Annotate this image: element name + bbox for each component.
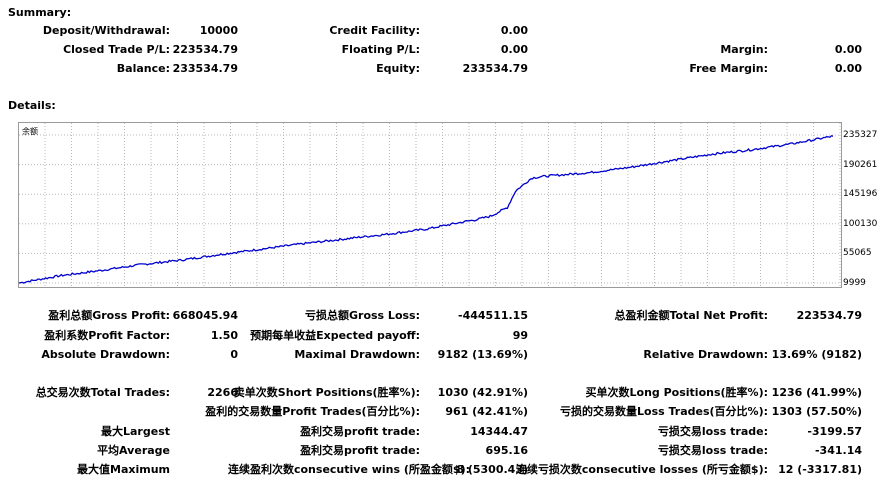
relative-drawdown-label: Relative Drawdown:: [643, 348, 768, 361]
average-label: 平均Average: [97, 444, 170, 457]
profit-factor-label: 盈利系数Profit Factor:: [44, 329, 170, 342]
credit-value: 0.00: [500, 24, 528, 37]
closed-pl-label: Closed Trade P/L:: [63, 43, 170, 56]
loss-trades-label: 亏损的交易数量Loss Trades(百分比%):: [560, 405, 768, 418]
maximal-drawdown-label: Maximal Drawdown:: [294, 348, 420, 361]
expected-payoff-label: 预期每单收益Expected payoff:: [250, 329, 420, 342]
largest-label: 最大Largest: [101, 425, 170, 438]
gross-profit-label: 盈利总额Gross Profit:: [48, 309, 170, 322]
balance-series-line: [18, 135, 834, 284]
balance-value: 233534.79: [172, 62, 238, 75]
gross-loss-label: 亏损总额Gross Loss:: [305, 309, 420, 322]
y-tick-label: 100130: [843, 218, 878, 229]
closed-pl-value: 223534.79: [172, 43, 238, 56]
maximal-drawdown-value: 9182 (13.69%): [437, 348, 528, 361]
balance-label: Balance:: [116, 62, 170, 75]
total-trades-label: 总交易次数Total Trades:: [35, 386, 170, 399]
consecutive-wins-value: 8 (5300.43): [456, 463, 528, 476]
consecutive-losses-value: 12 (-3317.81): [778, 463, 862, 476]
margin-value: 0.00: [834, 43, 862, 56]
y-tick-label: 190261: [843, 159, 878, 170]
balance-chart-svg: [18, 123, 841, 287]
average-loss-label: 亏损交易loss trade:: [657, 444, 768, 457]
margin-label: Margin:: [720, 43, 768, 56]
y-tick-label: 235327: [843, 130, 878, 140]
relative-drawdown-value: 13.69% (9182): [771, 348, 862, 361]
net-profit-value: 223534.79: [796, 309, 862, 322]
gross-loss-value: -444511.15: [458, 309, 528, 322]
y-tick-label: 145196: [843, 189, 878, 200]
loss-trades-value: 1303 (57.50%): [771, 405, 862, 418]
average-profit-label: 盈利交易profit trade:: [300, 444, 420, 457]
balance-chart: [18, 122, 842, 288]
y-tick-label: 55065: [843, 248, 872, 259]
short-positions-value: 1030 (42.91%): [437, 386, 528, 399]
largest-loss-label: 亏损交易loss trade:: [657, 425, 768, 438]
average-loss-value: -341.14: [814, 444, 862, 457]
maximum-label: 最大值Maximum: [77, 463, 170, 476]
consecutive-losses-label: 连续亏损次数consecutive losses (所亏金额$):: [515, 463, 768, 476]
free-margin-value: 0.00: [834, 62, 862, 75]
details-title: Details:: [8, 99, 56, 112]
deposit-label: Deposit/Withdrawal:: [42, 24, 170, 37]
absolute-drawdown-label: Absolute Drawdown:: [41, 348, 170, 361]
floating-pl-value: 0.00: [500, 43, 528, 56]
largest-profit-value: 14344.47: [470, 425, 528, 438]
equity-value: 233534.79: [462, 62, 528, 75]
gross-profit-value: 668045.94: [172, 309, 238, 322]
expected-payoff-value: 99: [512, 329, 528, 342]
summary-title: Summary:: [8, 6, 72, 19]
y-tick-label: 9999: [843, 278, 866, 288]
chart-legend: 余额: [22, 127, 38, 136]
deposit-value: 10000: [199, 24, 238, 37]
average-profit-value: 695.16: [485, 444, 528, 457]
profit-trades-label: 盈利的交易数量Profit Trades(百分比%):: [205, 405, 420, 418]
profit-trades-value: 961 (42.41%): [445, 405, 528, 418]
total-trades-value: 2266: [207, 386, 238, 399]
largest-loss-value: -3199.57: [807, 425, 862, 438]
long-positions-label: 买单次数Long Positions(胜率%):: [585, 386, 768, 399]
free-margin-label: Free Margin:: [689, 62, 768, 75]
short-positions-label: 卖单次数Short Positions(胜率%):: [233, 386, 420, 399]
credit-label: Credit Facility:: [329, 24, 420, 37]
floating-pl-label: Floating P/L:: [341, 43, 420, 56]
net-profit-label: 总盈利金额Total Net Profit:: [614, 309, 769, 322]
consecutive-wins-label: 连续盈利次数consecutive wins (所盈金额$):: [227, 463, 470, 476]
equity-label: Equity:: [376, 62, 420, 75]
profit-factor-value: 1.50: [210, 329, 238, 342]
long-positions-value: 1236 (41.99%): [771, 386, 862, 399]
largest-profit-label: 盈利交易profit trade:: [300, 425, 420, 438]
absolute-drawdown-value: 0: [230, 348, 238, 361]
